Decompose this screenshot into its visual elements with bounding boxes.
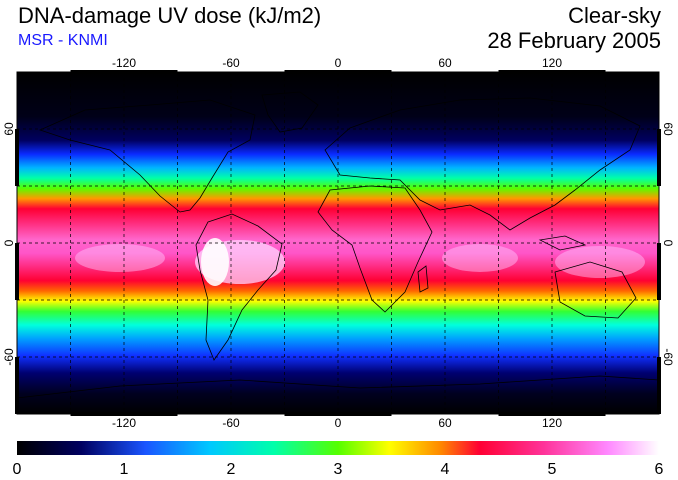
lat-label-right: -60 [661,348,675,366]
colorbar-label: 6 [655,461,664,478]
lon-label-top: -120 [112,56,136,70]
lon-label-bottom: 0 [335,416,342,430]
colorbar-label: 0 [13,461,22,478]
colorbar-label: 4 [441,461,450,478]
colorbar-label: 5 [548,461,557,478]
lon-label-bottom: 120 [542,416,562,430]
map-source: MSR - KNMI [18,32,108,49]
colorbar-label: 1 [120,461,129,478]
map-title: DNA-damage UV dose (kJ/m2) [18,3,322,28]
coastlines [17,91,659,399]
lat-label-left: 0 [2,239,16,246]
lon-label-top: -60 [222,56,240,70]
map-frame [15,70,661,416]
colorbar: 0 1 2 3 4 5 6 [13,441,664,478]
lat-label-left: 60 [2,122,16,136]
colorbar-label: 3 [334,461,343,478]
lat-label-right: 60 [661,122,675,136]
lon-label-bottom: -60 [222,416,240,430]
lat-label-left: -60 [2,348,16,366]
colorbar-label: 2 [227,461,236,478]
sky-condition: Clear-sky [568,3,661,28]
graticule [17,72,659,414]
lat-label-right: 0 [661,240,675,247]
lon-label-top: 120 [542,56,562,70]
lon-label-bottom: -120 [112,416,136,430]
lon-label-top: 0 [335,56,342,70]
lon-label-bottom: 60 [438,416,452,430]
lon-label-top: 60 [438,56,452,70]
map-date: 28 February 2005 [487,28,661,53]
